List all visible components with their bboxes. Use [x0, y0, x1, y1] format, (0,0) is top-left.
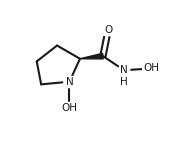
- Text: O: O: [104, 25, 112, 35]
- Polygon shape: [80, 53, 103, 59]
- Text: OH: OH: [143, 64, 159, 73]
- Text: H: H: [120, 77, 128, 87]
- Text: OH: OH: [61, 103, 77, 113]
- Text: N: N: [120, 65, 128, 75]
- Text: N: N: [66, 77, 73, 87]
